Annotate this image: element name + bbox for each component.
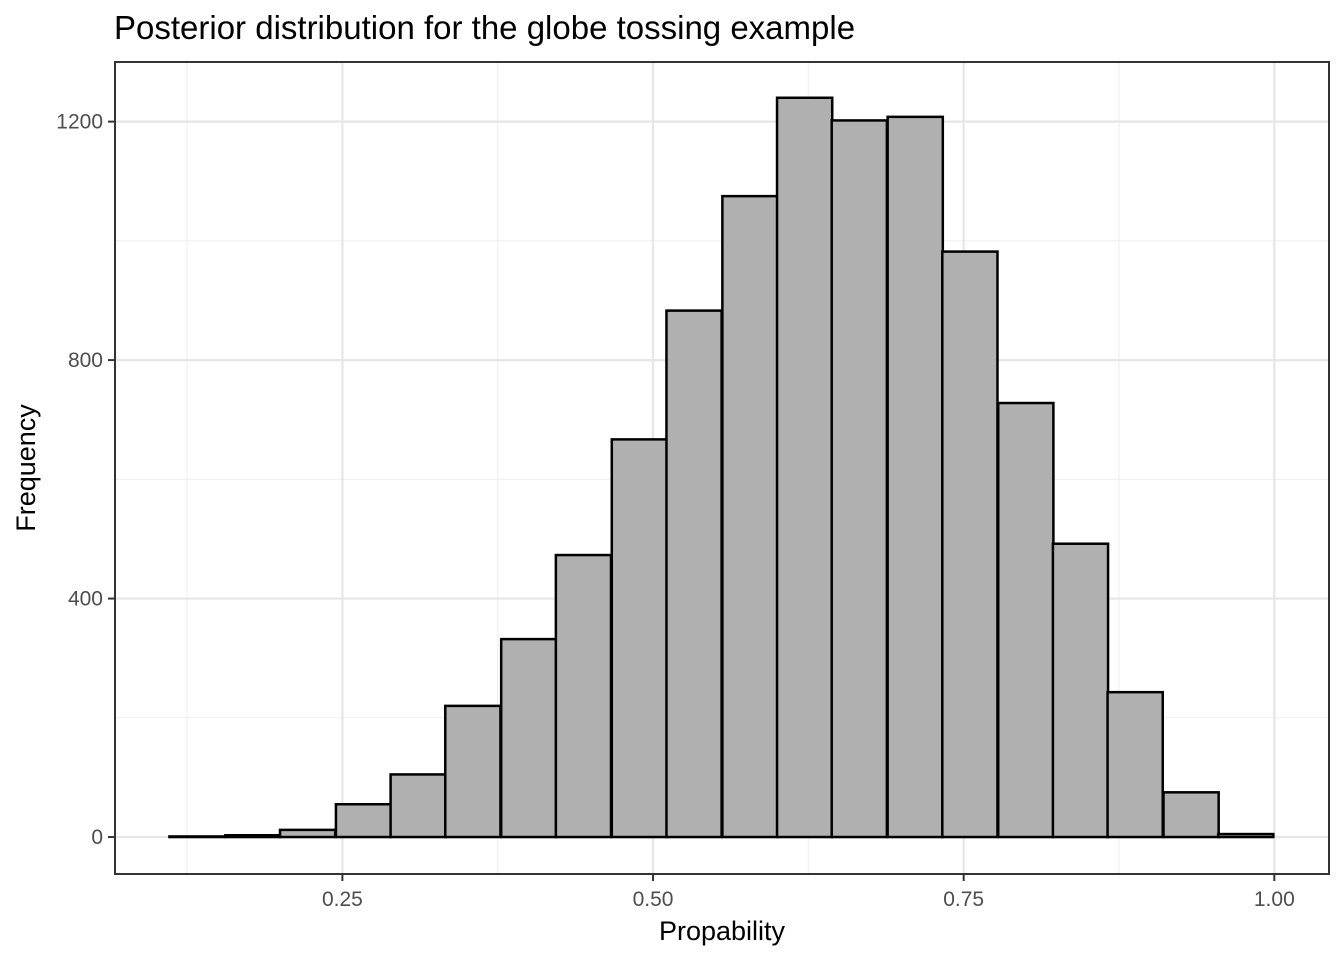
y-tick-label: 800 <box>68 349 103 372</box>
y-tick-label: 1200 <box>56 111 103 134</box>
histogram-bar <box>334 802 393 839</box>
y-tick-label: 0 <box>91 826 103 849</box>
histogram-bar <box>224 833 282 839</box>
histogram-bar <box>444 704 502 839</box>
histogram-bar <box>278 828 337 839</box>
histogram-bars <box>168 96 1275 839</box>
x-tick-label: 0.25 <box>322 888 363 911</box>
histogram-bar <box>1051 542 1110 839</box>
histogram-bar <box>610 438 669 839</box>
histogram-bar <box>886 115 945 839</box>
histogram-bar <box>554 553 613 839</box>
y-axis-title: Frequency <box>11 404 41 532</box>
histogram-bar <box>1162 791 1220 839</box>
histogram-bar <box>830 119 889 839</box>
histogram-bar <box>775 96 834 839</box>
histogram-bar <box>941 250 999 839</box>
histogram-bar <box>499 637 558 839</box>
x-tick-label: 0.50 <box>633 888 674 911</box>
x-tick-label: 1.00 <box>1254 888 1295 911</box>
histogram-bar <box>1106 690 1164 839</box>
x-axis-ticks: 0.25 0.50 0.75 1.00 <box>322 874 1295 911</box>
histogram-bar <box>665 309 723 839</box>
histogram-bar <box>996 401 1055 839</box>
histogram-bar <box>168 835 226 839</box>
panel-border <box>114 61 1330 875</box>
histogram-bar <box>721 194 779 839</box>
histogram-bar <box>389 773 448 839</box>
x-axis-title: Propability <box>659 916 786 946</box>
histogram-bar <box>1216 832 1275 839</box>
chart-title: Posterior distribution for the globe tos… <box>114 9 855 46</box>
y-tick-label: 400 <box>68 588 103 611</box>
y-axis-ticks: 0 400 800 1200 <box>56 111 115 849</box>
x-tick-label: 0.75 <box>943 888 984 911</box>
